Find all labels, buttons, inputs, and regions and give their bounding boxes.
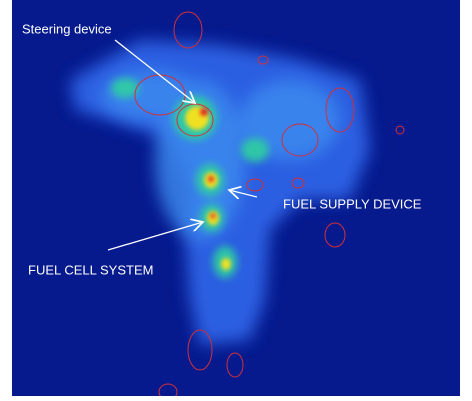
annotation: FUEL CELL SYSTEM (28, 262, 153, 277)
landscape-map: Steering device FUEL SUPPLY DEVICE FUEL … (0, 0, 472, 401)
annotation: FUEL SUPPLY DEVICE (283, 196, 422, 211)
annotation: Steering device (22, 21, 112, 36)
